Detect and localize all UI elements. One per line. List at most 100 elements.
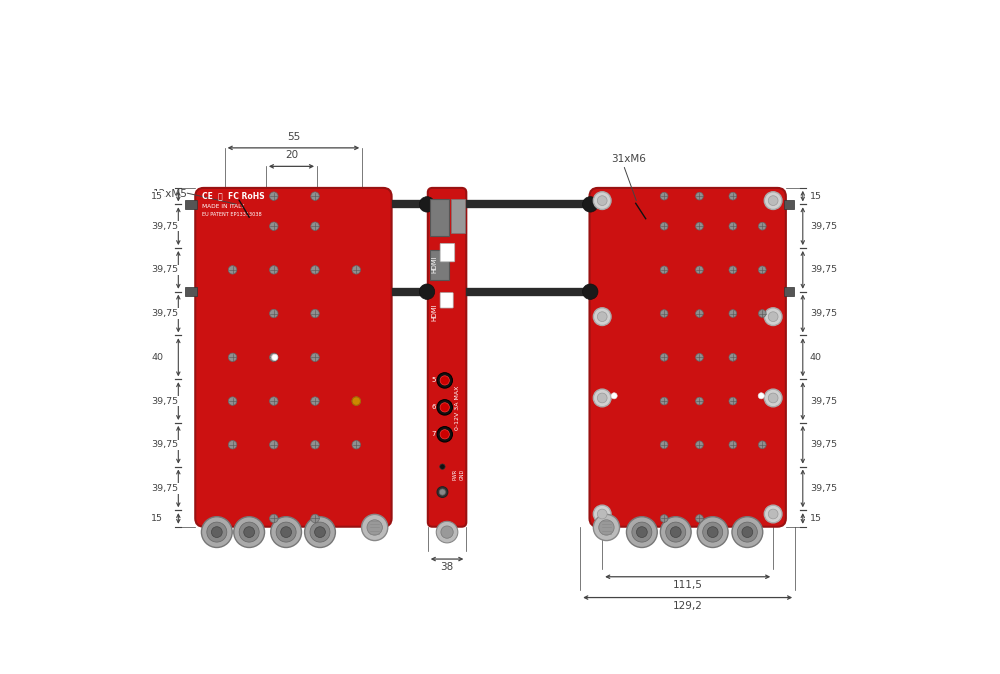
FancyBboxPatch shape: [440, 293, 453, 308]
Circle shape: [758, 309, 766, 317]
Circle shape: [271, 517, 302, 547]
Circle shape: [311, 266, 319, 274]
Circle shape: [352, 397, 361, 405]
Circle shape: [440, 376, 449, 385]
Circle shape: [768, 195, 778, 206]
Circle shape: [352, 441, 361, 449]
Circle shape: [660, 266, 668, 274]
Circle shape: [732, 517, 763, 547]
Circle shape: [729, 309, 737, 317]
Text: 39,75: 39,75: [151, 222, 178, 231]
Circle shape: [758, 393, 764, 399]
Circle shape: [764, 192, 782, 210]
Circle shape: [281, 526, 292, 537]
Text: GND: GND: [459, 468, 464, 480]
Circle shape: [707, 526, 718, 537]
Circle shape: [696, 353, 703, 361]
Circle shape: [696, 397, 703, 405]
Circle shape: [270, 397, 278, 405]
Circle shape: [367, 520, 382, 535]
Circle shape: [419, 197, 435, 212]
Text: 39,75: 39,75: [810, 266, 837, 274]
Circle shape: [729, 222, 737, 230]
Circle shape: [276, 522, 296, 542]
Circle shape: [729, 353, 737, 361]
Circle shape: [593, 192, 611, 210]
Circle shape: [729, 441, 737, 449]
Circle shape: [437, 427, 452, 442]
Text: 31xM6: 31xM6: [611, 154, 646, 164]
Circle shape: [660, 353, 668, 361]
Text: 55: 55: [287, 131, 300, 142]
Circle shape: [666, 522, 686, 542]
Circle shape: [270, 309, 278, 317]
Text: EU PATENT EP13313038: EU PATENT EP13313038: [202, 212, 262, 218]
Circle shape: [696, 192, 703, 200]
Circle shape: [270, 192, 278, 200]
Circle shape: [670, 526, 681, 537]
Text: 0-12V 3A MAX: 0-12V 3A MAX: [455, 385, 460, 429]
Text: 111,5: 111,5: [673, 580, 703, 590]
Circle shape: [611, 393, 617, 399]
Text: 39,75: 39,75: [151, 266, 178, 274]
Text: CE  Ⓕ  FC RoHS: CE Ⓕ FC RoHS: [202, 191, 265, 200]
Circle shape: [352, 397, 361, 405]
Circle shape: [696, 266, 703, 274]
Circle shape: [593, 514, 620, 541]
Circle shape: [742, 526, 753, 537]
Circle shape: [440, 430, 449, 439]
Circle shape: [311, 353, 319, 361]
FancyBboxPatch shape: [428, 188, 466, 526]
Circle shape: [764, 389, 782, 407]
Text: 6: 6: [431, 404, 436, 410]
Text: 39,75: 39,75: [810, 484, 837, 493]
Circle shape: [437, 373, 452, 388]
Text: 15: 15: [810, 191, 822, 201]
Circle shape: [758, 441, 766, 449]
Circle shape: [207, 522, 227, 542]
Text: 38: 38: [440, 562, 454, 572]
Circle shape: [583, 284, 598, 299]
Text: HDMI: HDMI: [432, 303, 438, 321]
Circle shape: [660, 517, 691, 547]
FancyBboxPatch shape: [440, 243, 455, 262]
Circle shape: [311, 192, 319, 200]
Bar: [185, 287, 197, 296]
Circle shape: [311, 222, 319, 231]
Circle shape: [697, 517, 728, 547]
Circle shape: [660, 397, 668, 405]
Circle shape: [244, 526, 255, 537]
Circle shape: [201, 517, 232, 547]
Text: 15: 15: [810, 514, 822, 523]
Text: 39,75: 39,75: [810, 222, 837, 231]
Circle shape: [597, 393, 607, 403]
Circle shape: [703, 522, 723, 542]
Circle shape: [636, 526, 647, 537]
Circle shape: [311, 441, 319, 449]
Bar: [430, 249, 449, 280]
Circle shape: [228, 441, 237, 449]
Circle shape: [439, 489, 446, 495]
Circle shape: [758, 222, 766, 230]
Circle shape: [696, 222, 703, 230]
Circle shape: [311, 514, 319, 523]
Circle shape: [696, 309, 703, 317]
Text: 39,75: 39,75: [151, 484, 178, 493]
Circle shape: [419, 284, 435, 299]
Text: 40: 40: [151, 353, 163, 362]
Circle shape: [768, 312, 778, 321]
FancyBboxPatch shape: [590, 188, 786, 526]
Text: 20: 20: [285, 150, 298, 160]
Circle shape: [626, 517, 657, 547]
Text: 39,75: 39,75: [810, 440, 837, 450]
Circle shape: [311, 397, 319, 405]
Circle shape: [632, 522, 652, 542]
Circle shape: [437, 487, 448, 497]
Circle shape: [234, 517, 265, 547]
Bar: [185, 200, 197, 209]
Bar: [430, 200, 449, 236]
Circle shape: [729, 192, 737, 200]
Circle shape: [352, 266, 361, 274]
Circle shape: [593, 308, 611, 326]
Text: 39,75: 39,75: [151, 309, 178, 318]
